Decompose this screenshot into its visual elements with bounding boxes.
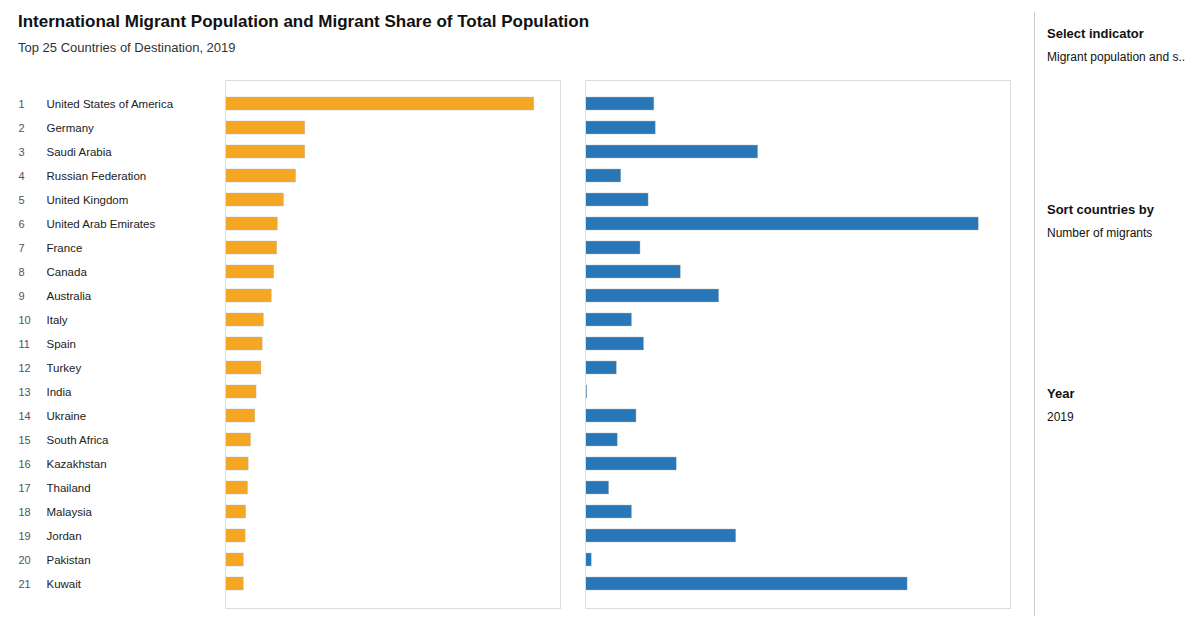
svg-text:United Kingdom: United Kingdom xyxy=(47,194,129,206)
svg-text:21: 21 xyxy=(19,578,31,590)
svg-text:Australia: Australia xyxy=(47,290,92,302)
svg-text:13: 13 xyxy=(19,386,31,398)
html-text:Year: Year xyxy=(1047,386,1075,401)
svg-text:5: 5 xyxy=(19,194,25,206)
svg-text:3: 3 xyxy=(19,146,25,158)
svg-text:16: 16 xyxy=(19,458,31,470)
svg-text:9: 9 xyxy=(19,290,25,302)
svg-text:South Africa: South Africa xyxy=(47,434,110,446)
svg-text:Ukraine: Ukraine xyxy=(47,410,87,422)
svg-text:Saudi Arabia: Saudi Arabia xyxy=(47,146,113,158)
svg-text:Russian Federation: Russian Federation xyxy=(47,170,147,182)
html-text:Top 25 Countries of Destinatio: Top 25 Countries of Destination, 2019 xyxy=(18,40,236,55)
svg-text:11: 11 xyxy=(19,338,30,350)
html-text:International Migrant Populati: International Migrant Population and Mig… xyxy=(18,12,590,31)
svg-text:United States of America: United States of America xyxy=(47,98,174,110)
svg-text:Kuwait: Kuwait xyxy=(47,578,82,590)
svg-text:Turkey: Turkey xyxy=(47,362,82,374)
svg-text:17: 17 xyxy=(19,482,31,494)
svg-text:France: France xyxy=(47,242,83,254)
svg-text:Italy: Italy xyxy=(47,314,68,326)
svg-text:United Arab Emirates: United Arab Emirates xyxy=(47,218,156,230)
html-text:Sort countries by: Sort countries by xyxy=(1047,202,1154,217)
svg-text:Malaysia: Malaysia xyxy=(47,506,93,518)
svg-text:Jordan: Jordan xyxy=(47,530,82,542)
html-text:Migrant population and s..: Migrant population and s.. xyxy=(1047,50,1186,64)
svg-text:15: 15 xyxy=(19,434,31,446)
svg-text:India: India xyxy=(47,386,73,398)
svg-text:Pakistan: Pakistan xyxy=(47,554,91,566)
svg-text:10: 10 xyxy=(19,314,31,326)
svg-text:7: 7 xyxy=(19,242,25,254)
svg-text:Kazakhstan: Kazakhstan xyxy=(47,458,107,470)
svg-text:12: 12 xyxy=(19,362,31,374)
svg-text:2: 2 xyxy=(19,122,25,134)
svg-text:Germany: Germany xyxy=(47,122,95,134)
svg-text:14: 14 xyxy=(19,410,31,422)
svg-text:4: 4 xyxy=(19,170,25,182)
html-text:Number of migrants: Number of migrants xyxy=(1047,226,1153,240)
svg-text:Spain: Spain xyxy=(47,338,76,350)
html-text:Select indicator: Select indicator xyxy=(1047,26,1144,41)
svg-text:18: 18 xyxy=(19,506,31,518)
svg-text:8: 8 xyxy=(19,266,25,278)
svg-text:6: 6 xyxy=(19,218,25,230)
svg-text:19: 19 xyxy=(19,530,31,542)
svg-text:Canada: Canada xyxy=(47,266,88,278)
html-text:2019: 2019 xyxy=(1047,410,1074,424)
svg-text:1: 1 xyxy=(19,98,25,110)
svg-text:20: 20 xyxy=(19,554,31,566)
svg-text:Thailand: Thailand xyxy=(47,482,91,494)
